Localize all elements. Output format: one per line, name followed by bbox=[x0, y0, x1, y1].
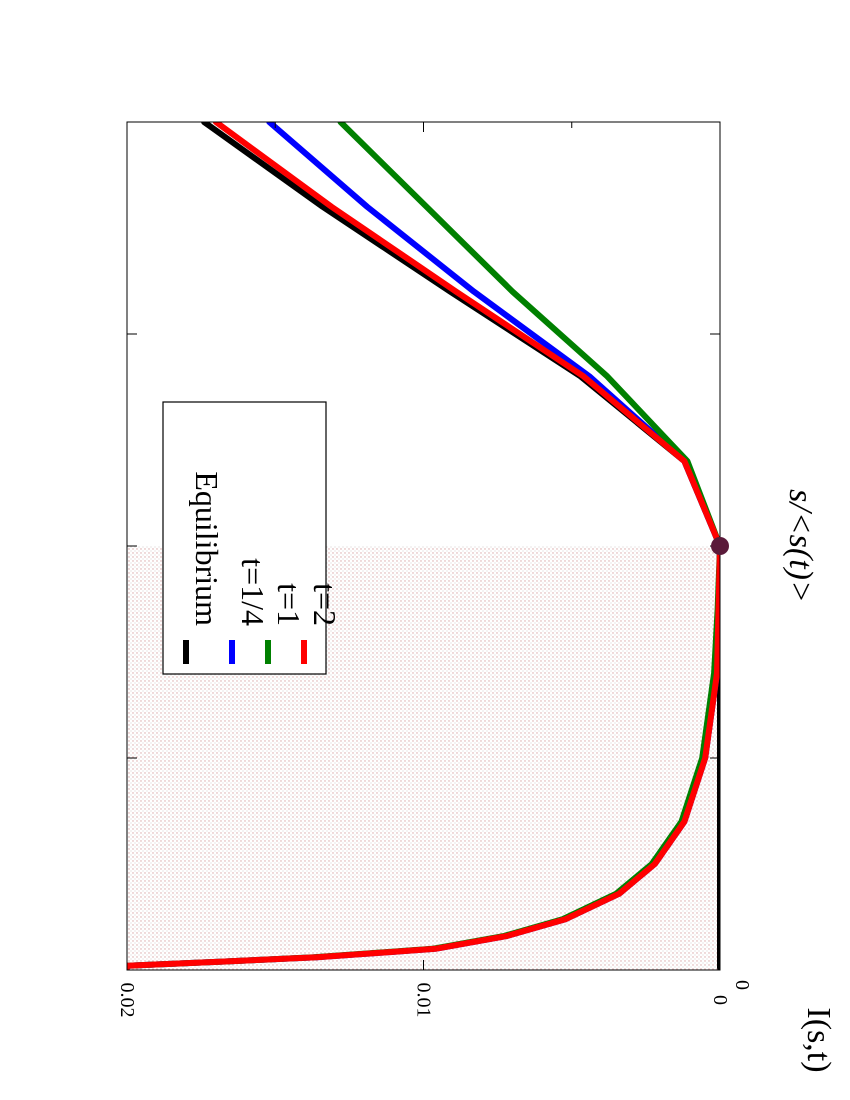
series-line-3 bbox=[127, 122, 720, 970]
y-tick-label-1: 0.01 bbox=[413, 983, 435, 1018]
legend-label-0: Equilibrium bbox=[189, 471, 225, 626]
y-axis-label: I(s,t) bbox=[800, 1007, 837, 1072]
legend-label-2: t=1 bbox=[271, 583, 307, 626]
legend-label-1: t=1/4 bbox=[235, 558, 271, 626]
x-axis-label: s/<s(t)> bbox=[782, 489, 819, 603]
y-tick-label-0: 0 bbox=[709, 995, 731, 1005]
critical-point-marker bbox=[711, 537, 729, 555]
x-tick-label-0: 0 bbox=[731, 980, 753, 990]
y-tick-label-2: 0.02 bbox=[116, 983, 138, 1018]
legend-box bbox=[162, 401, 327, 675]
legend: Equilibrium t=1/4 t=1 t=2 bbox=[162, 401, 343, 675]
legend-label-3: t=2 bbox=[307, 583, 343, 626]
